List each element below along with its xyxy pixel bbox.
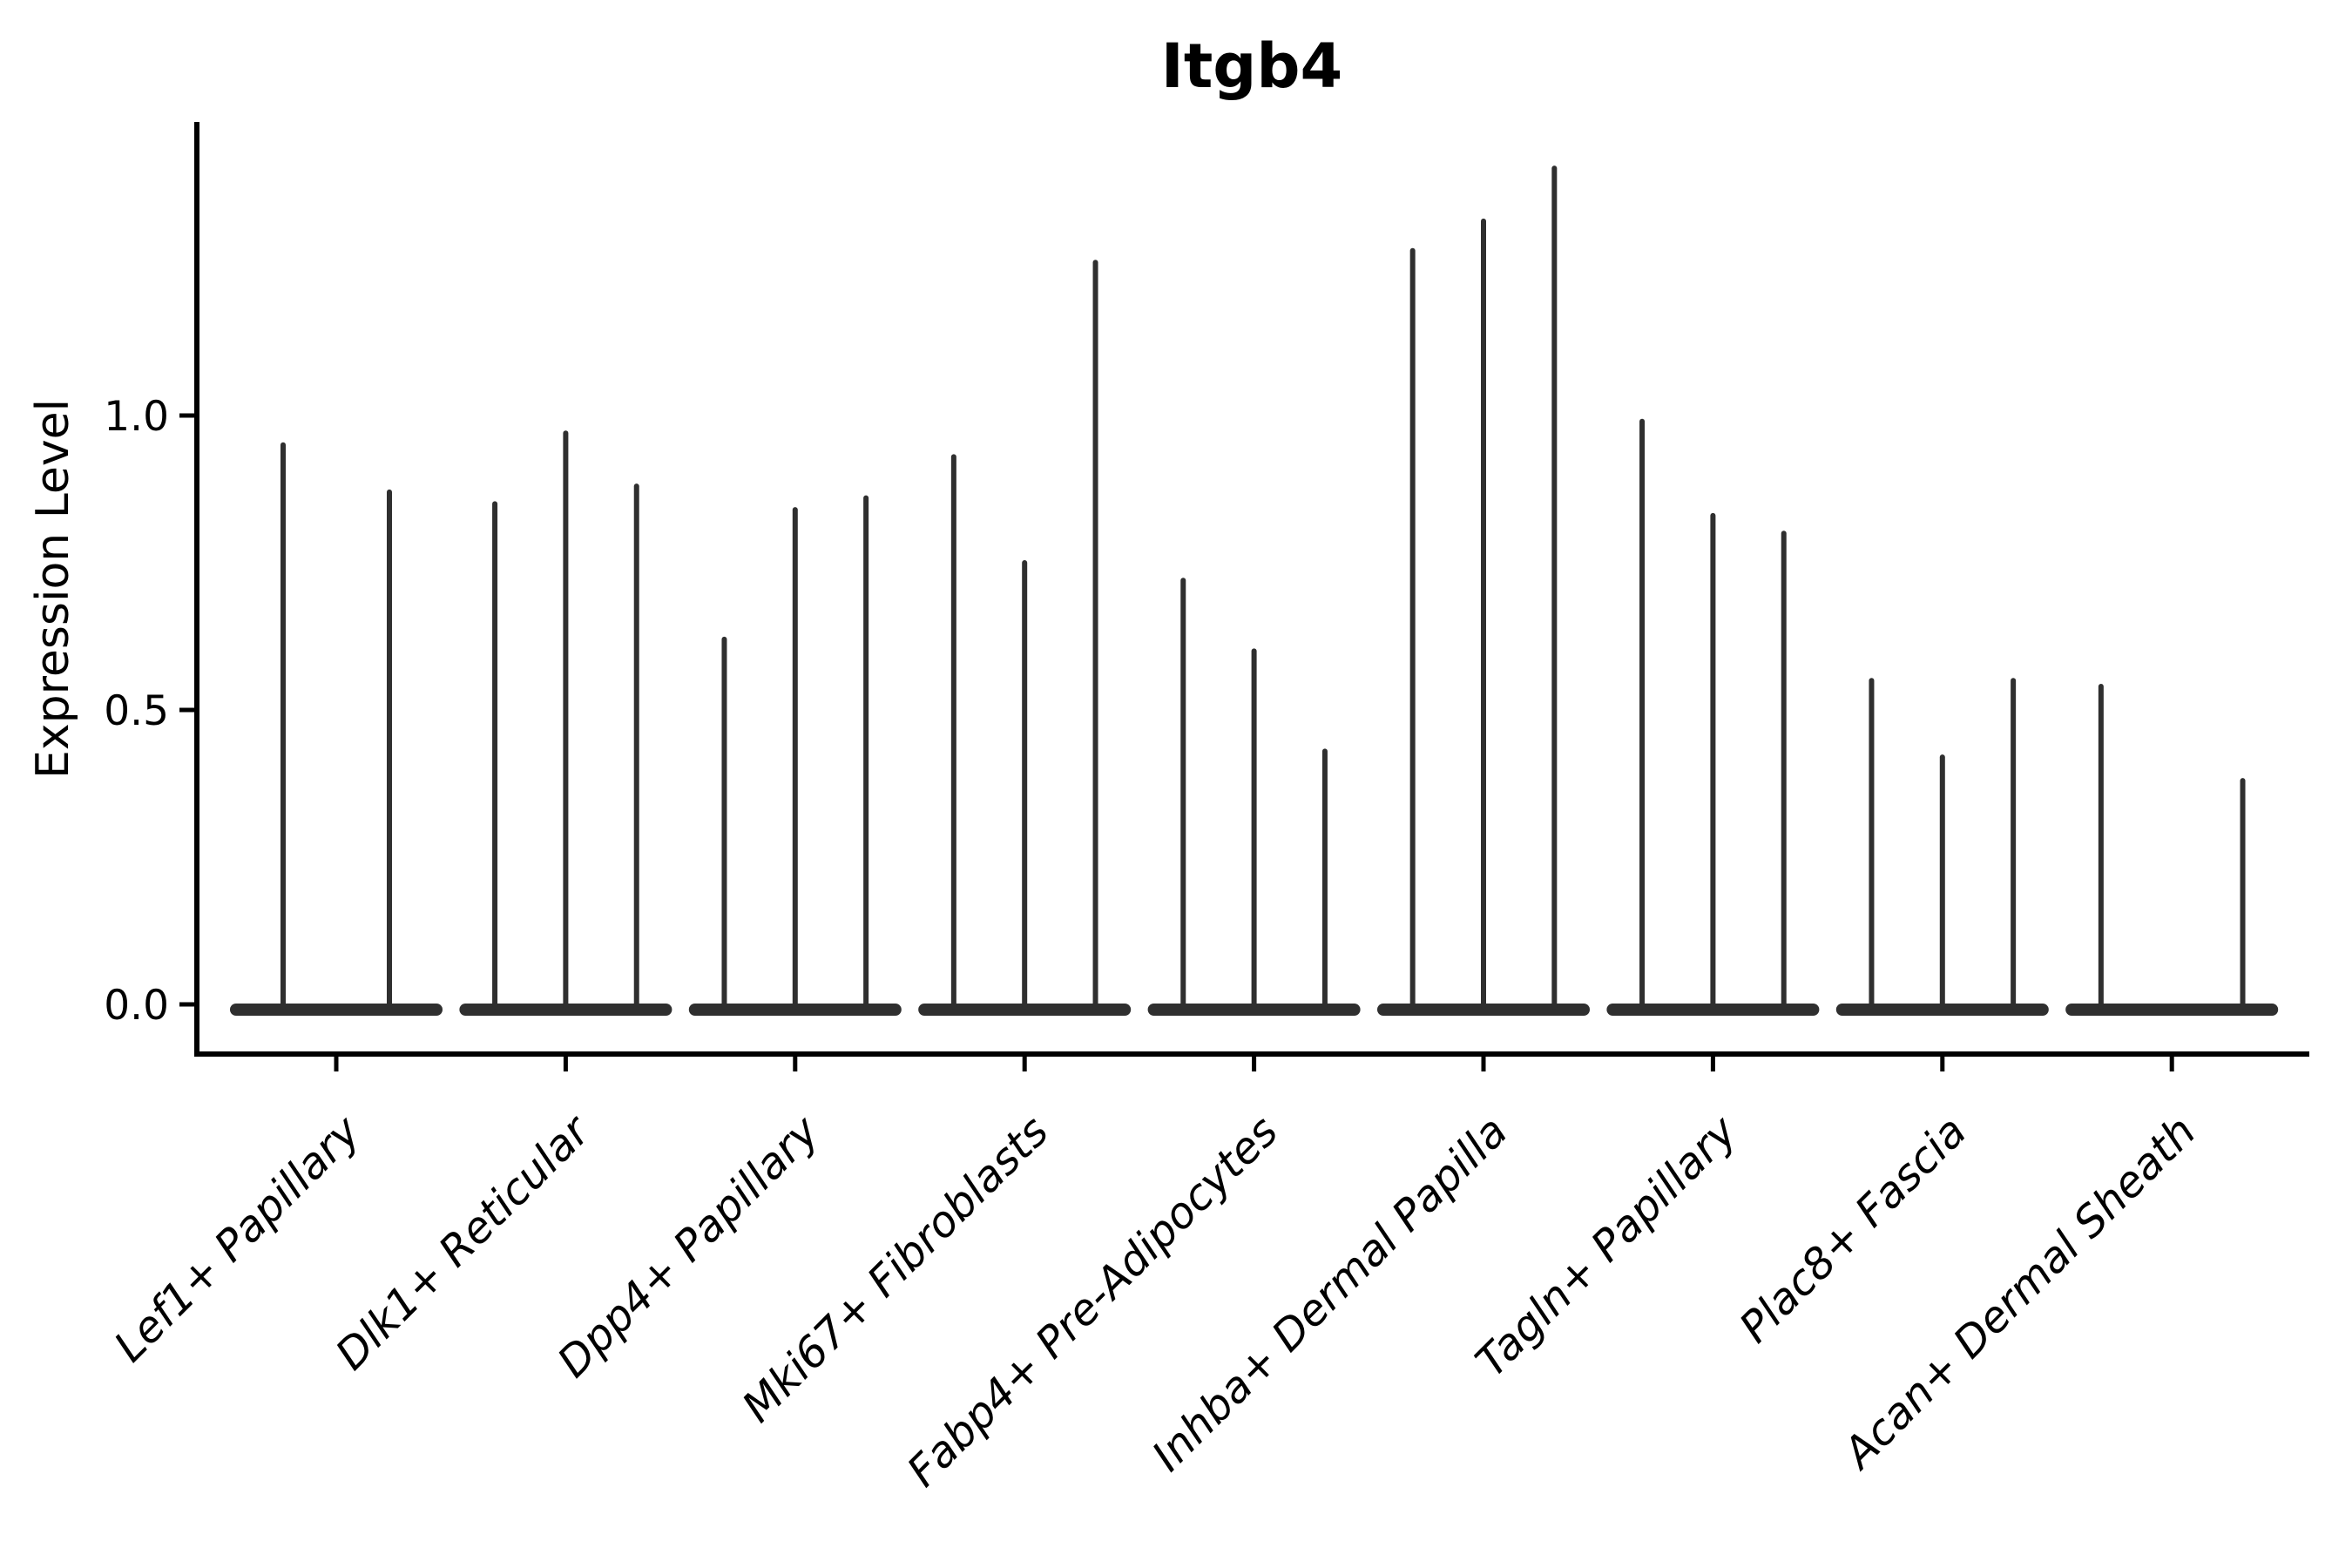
x-tick-mark [1481, 1057, 1486, 1071]
axes [179, 122, 2309, 1071]
x-tick-mark [563, 1057, 568, 1071]
violin-group [1835, 678, 2049, 1016]
x-axis-spine [194, 1051, 2309, 1057]
y-tick-labels: 0.0 0.5 1.0 [104, 393, 169, 1030]
x-tick-mark [2169, 1057, 2174, 1071]
y-tick-mark [179, 1002, 194, 1007]
y-axis-spine [194, 122, 199, 1057]
y-tick-mark [179, 413, 194, 418]
x-tick-label: Fabp4+ Pre-Adipocytes [898, 1106, 1288, 1497]
violin-base [230, 1004, 443, 1016]
x-tick-label: Lef1+ Papillary [105, 1105, 370, 1371]
violin-group [2065, 683, 2279, 1016]
y-tick-mark [179, 707, 194, 713]
violin-group [230, 442, 443, 1016]
violins [230, 166, 2279, 1016]
y-axis-label: Expression Level [27, 399, 79, 779]
violin-group [1606, 418, 1820, 1016]
violin-group [1147, 578, 1361, 1016]
y-tick-label: 1.0 [104, 393, 169, 441]
x-tick-mark [334, 1057, 339, 1071]
violin-base [1606, 1004, 1820, 1016]
violin-base [2065, 1004, 2279, 1016]
plot-title: Itgb4 [1161, 30, 1342, 102]
x-tick-mark [793, 1057, 798, 1071]
x-tick-mark [1022, 1057, 1027, 1071]
x-tick-mark [1252, 1057, 1257, 1071]
x-tick-label: Dlk1+ Reticular [326, 1105, 600, 1379]
x-tick-label: Plac8+ Fascia [1730, 1106, 1976, 1352]
x-tick-mark [1940, 1057, 1945, 1071]
violin-group [918, 260, 1132, 1016]
violin-group [1377, 166, 1590, 1016]
y-tick-label: 0.0 [104, 982, 169, 1030]
violin-group [688, 495, 902, 1016]
violin-base [688, 1004, 902, 1016]
y-tick-label: 0.5 [104, 687, 169, 735]
violin-group [459, 430, 672, 1016]
x-tick-mark [1710, 1057, 1715, 1071]
